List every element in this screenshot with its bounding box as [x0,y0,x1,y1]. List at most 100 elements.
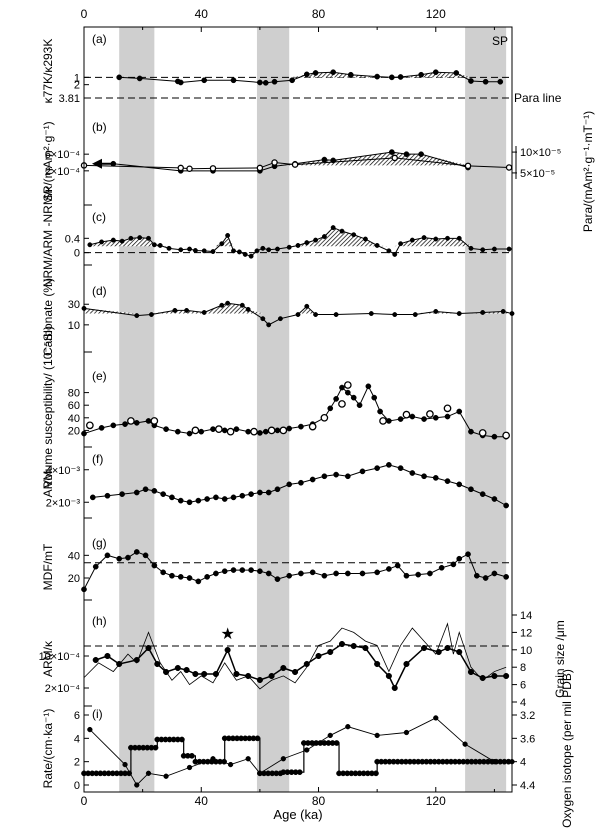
panel-g: (g) 20 40 MDF/mT [41,536,512,601]
filled-series-point [210,426,216,432]
data-point [142,552,149,559]
arm-kappa-point [421,644,428,652]
arm-kappa-point [154,660,161,668]
arm-kappa-point [403,660,410,668]
open-series-point [191,426,200,435]
data-point [201,77,208,84]
data-point [116,74,123,81]
data-point [274,576,281,582]
data-point [204,574,210,580]
y-tick-label: 0 [74,780,80,792]
data-point [503,574,509,580]
data-point [465,551,471,558]
filled-series-point [174,428,181,435]
filled-series-point [386,418,392,424]
arm-kappa-point [292,668,299,676]
data-point [231,248,236,254]
oxygen-isotope-point [186,764,193,771]
data-point [386,566,392,572]
open-series-point [426,410,434,418]
arrow-left-icon [92,158,102,169]
data-point [104,552,111,559]
right-y-axis-label: Oxygen isotope (per mil PDB) [560,669,574,828]
arm-kappa-point [256,676,263,684]
data-point [248,253,254,259]
data-point [260,245,266,251]
glacial-band-0 [119,27,155,792]
filled-series-point [333,396,339,402]
arm-kappa-point [133,656,140,664]
y-tick-label: 10 [68,320,80,332]
para-point [464,162,472,170]
data-point [177,574,184,580]
data-point [432,475,439,481]
sp-point [403,151,410,158]
panel-d: (d) 30 10 Carbonate (%) [41,278,515,356]
filled-series-point [186,430,193,437]
oxygen-isotope-point [87,726,93,733]
panel-label: (h) [92,614,107,628]
data-point [184,307,190,313]
arm-kappa-point [327,648,334,656]
y-axis-label: Rate/(cm·ka⁻¹) [41,709,55,789]
data-point [321,234,327,239]
para-point [271,159,278,166]
y-tick-label: 4×10⁻³ [46,465,81,477]
open-series-point [150,417,159,425]
data-point [468,486,474,493]
open-series-point [443,404,452,413]
open-series-point [214,425,223,433]
y-tick-label: 20 [68,425,80,437]
data-point [119,491,125,497]
data-point [137,235,143,241]
open-series-point [279,426,288,435]
rate-point [179,736,185,743]
y-axis-label: Carbonate (%) [41,278,55,356]
data-point [151,562,158,569]
data-point [456,235,462,241]
data-point [239,492,246,499]
data-point [333,570,339,577]
data-point [157,243,163,248]
data-point [89,494,96,501]
para-tick-label: 3.81 [59,93,80,105]
arm-kappa-point [163,668,170,676]
data-point [456,481,463,488]
y-tick-label: 30 [68,299,80,311]
data-point [289,77,295,84]
data-point [479,491,486,497]
filled-series-point [350,394,357,401]
data-point [248,491,254,497]
data-point [506,246,512,252]
data-point [432,69,439,76]
y-tick-label: 1 [74,72,80,84]
data-point [178,247,184,253]
data-point [374,73,381,80]
filled-series-point [344,389,351,396]
right-y-tick-label: 12 [520,627,532,639]
filled-series-point [298,423,304,430]
data-point [136,75,143,82]
data-point [374,243,380,248]
arm-kappa-point [245,672,252,680]
data-point [339,228,345,234]
panel-b: (b) 6×10⁻⁴ 2×10⁻⁴SP/(mAm²·g⁻¹) 10×10⁻⁵ 5×10⁻… [41,111,595,232]
oxygen-isotope-point [280,756,286,762]
data-point [313,312,319,317]
data-point [160,491,167,497]
data-point [204,496,210,502]
panel-label: (f) [92,452,103,466]
arm-kappa-point [338,640,346,648]
para-point [291,161,299,168]
data-point [445,235,450,241]
arm-kappa-point [224,646,231,654]
data-point [468,245,474,251]
data-point [260,316,266,322]
data-point [275,246,280,252]
top-x-tick-label: 80 [312,7,326,21]
star-icon: ★ [220,626,234,643]
arm-kappa-point [201,670,208,678]
data-point [151,488,158,494]
y-tick-label: 0.4 [65,233,80,245]
